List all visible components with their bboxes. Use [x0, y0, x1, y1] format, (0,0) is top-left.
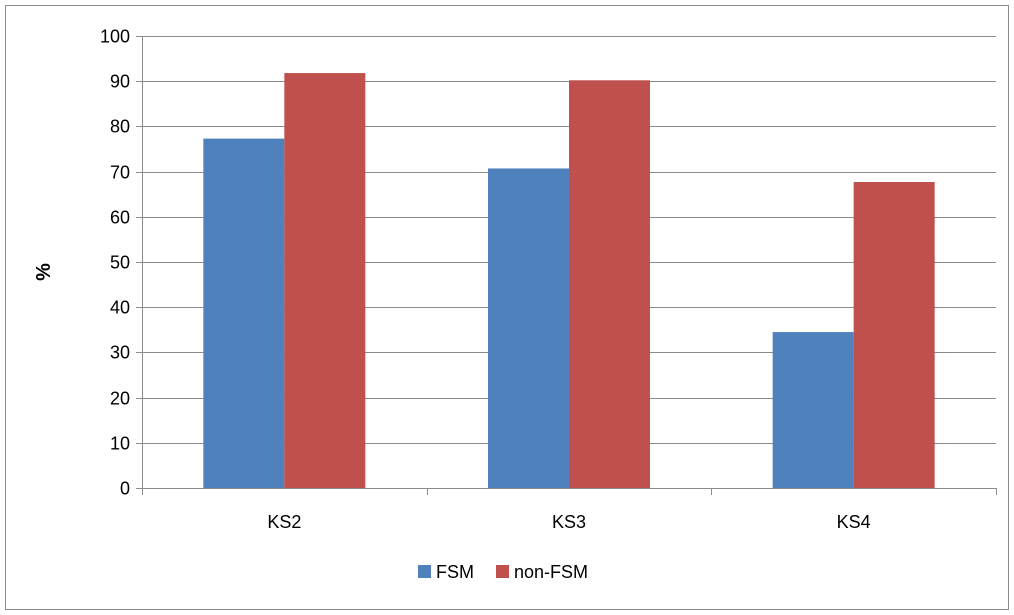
y-tick-label: 70	[110, 163, 130, 183]
bar-non-fsm-ks3	[569, 80, 650, 489]
y-tick-label: 100	[100, 27, 130, 47]
x-tick-label: KS3	[552, 512, 586, 532]
legend: FSM non-FSM	[418, 562, 588, 582]
bar-non-fsm-ks4	[853, 181, 935, 488]
bar-non-fsm-ks2	[284, 73, 366, 489]
y-tick-label: 90	[110, 72, 130, 92]
legend-swatch-fsm	[418, 565, 431, 578]
legend-swatch-non-fsm	[496, 565, 509, 578]
x-tick-label: KS2	[267, 512, 301, 532]
y-axis-title: %	[33, 263, 55, 281]
y-tick-label: 40	[110, 298, 130, 318]
y-tick-label: 50	[110, 253, 130, 273]
bar-fsm-ks3	[488, 168, 569, 488]
bars	[203, 73, 935, 489]
y-tick-label: 80	[110, 117, 130, 137]
y-tick-label: 30	[110, 343, 130, 363]
y-tick-label: 20	[110, 389, 130, 409]
y-tick-label: 60	[110, 208, 130, 228]
y-tick-label: 0	[120, 479, 130, 499]
y-tick-label: 10	[110, 434, 130, 454]
y-tick-labels: 0 10 20 30 40 50 60 70 80 90 100	[100, 27, 130, 499]
axes	[142, 36, 997, 495]
legend-label: non-FSM	[514, 562, 588, 582]
bar-fsm-ks2	[203, 138, 285, 488]
legend-label: FSM	[436, 562, 474, 582]
bar-fsm-ks4	[772, 332, 854, 488]
x-tick-label: KS4	[837, 512, 871, 532]
x-tick-labels: KS2 KS3 KS4	[267, 512, 870, 532]
